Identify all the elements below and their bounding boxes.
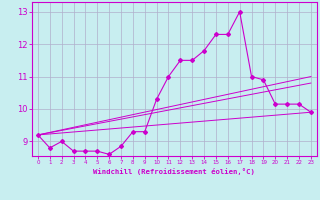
X-axis label: Windchill (Refroidissement éolien,°C): Windchill (Refroidissement éolien,°C) xyxy=(93,168,255,175)
